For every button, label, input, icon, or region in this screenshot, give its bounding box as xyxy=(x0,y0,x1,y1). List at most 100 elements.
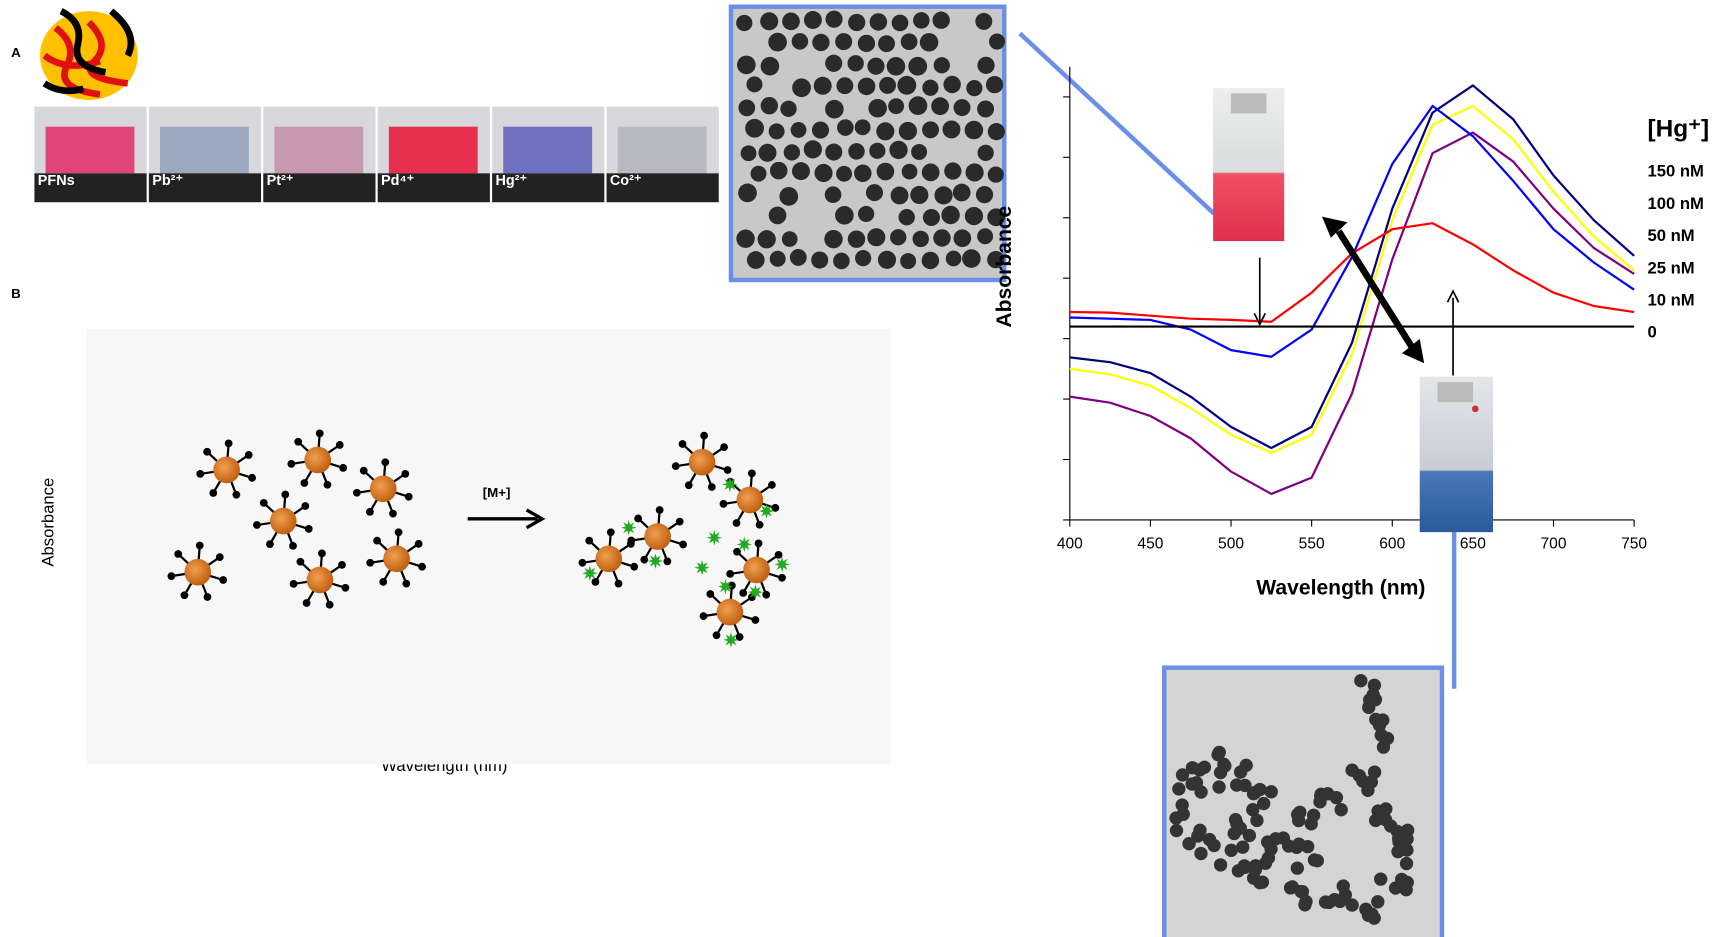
ligand-head xyxy=(232,491,240,499)
tem-particle xyxy=(879,77,896,94)
y-axis-label: Absorbance xyxy=(993,205,1016,327)
tem-particle xyxy=(769,123,785,139)
tem-particle xyxy=(825,55,842,72)
ligand-head xyxy=(656,506,664,514)
tem-particle xyxy=(977,228,993,244)
tem-particle xyxy=(858,78,876,96)
tem-particle xyxy=(933,229,950,246)
tem-particle xyxy=(1371,895,1384,908)
figure: A PFNsPb²⁺Pt²⁺Pd⁴⁺Hg²⁺Co²⁺ B Wavelength … xyxy=(0,0,1733,937)
tem-particle xyxy=(977,57,994,74)
tem-particle xyxy=(1345,898,1358,911)
tem-particle xyxy=(1353,769,1366,782)
legend-entry: 100 nM xyxy=(1647,194,1703,213)
tem-particle xyxy=(812,122,829,139)
ligand-head xyxy=(405,493,413,501)
tem-particle xyxy=(837,119,854,136)
ligand-head xyxy=(196,542,204,550)
particle xyxy=(184,559,211,586)
tem-particle xyxy=(812,34,829,51)
tem-particle xyxy=(792,78,811,97)
tem-particle xyxy=(1375,729,1388,742)
ligand-head xyxy=(762,591,770,599)
tem-particle xyxy=(836,77,853,94)
tem-particle xyxy=(1369,713,1382,726)
vial-label: Pb²⁺ xyxy=(152,173,183,189)
ligand-head xyxy=(700,432,708,440)
tem-particle xyxy=(922,163,940,181)
tem-particle xyxy=(791,122,807,138)
tem-particle xyxy=(792,162,810,180)
metal-ion xyxy=(722,477,738,493)
particle xyxy=(689,449,716,476)
x-tick-label: 750 xyxy=(1621,535,1647,552)
particle xyxy=(717,599,744,626)
tem-particle xyxy=(848,143,864,159)
tem-particle xyxy=(804,11,822,29)
particle xyxy=(383,545,410,572)
tem-particle xyxy=(922,252,939,269)
tem-particle xyxy=(1207,839,1220,852)
tem-particle xyxy=(891,187,909,205)
tem-particle xyxy=(868,99,887,118)
tem-particle xyxy=(737,56,756,75)
ligand-head xyxy=(676,518,684,526)
tem-particle xyxy=(804,140,822,158)
tem-particle xyxy=(867,228,885,246)
ligand-head xyxy=(339,464,347,472)
ligand-head xyxy=(679,440,687,448)
tem-particle xyxy=(855,250,871,266)
line-chart: 400450500550600650700750Wavelength (nm)A… xyxy=(993,67,1709,600)
ligand-head xyxy=(181,591,189,599)
tem-particle xyxy=(814,164,832,182)
tem-particle xyxy=(1212,780,1225,793)
tem-particle xyxy=(869,143,885,159)
tem-particle xyxy=(1363,693,1376,706)
tem-particle xyxy=(1335,803,1348,816)
tem-particle xyxy=(867,58,884,75)
tem-particle xyxy=(824,230,842,248)
tem-particle xyxy=(931,97,949,115)
particle xyxy=(304,447,331,474)
tem-particle xyxy=(738,99,755,116)
tem-particle xyxy=(976,186,993,203)
tem-particle xyxy=(943,76,960,93)
tem-particle xyxy=(870,13,887,30)
ligand-head xyxy=(706,590,714,598)
tem-particle xyxy=(833,253,850,270)
ligand-head xyxy=(415,540,423,548)
ligand-head xyxy=(360,467,368,475)
x-tick-label: 400 xyxy=(1057,535,1083,552)
ligand-head xyxy=(630,563,638,571)
tem-particle xyxy=(920,33,938,51)
tem-particle xyxy=(1311,854,1324,867)
ligand-head xyxy=(755,539,763,547)
tem-particle xyxy=(761,57,780,76)
legend-entry: 50 nM xyxy=(1647,226,1694,245)
ligand-head xyxy=(318,549,326,557)
tem-particle xyxy=(858,35,875,52)
vial-liquid xyxy=(618,127,707,174)
tem-particle xyxy=(1384,819,1397,832)
ligand-head xyxy=(720,500,728,508)
tem-particle xyxy=(1256,875,1269,888)
ligand-head xyxy=(708,483,716,491)
ligand-head xyxy=(324,481,332,489)
vial-label: Co²⁺ xyxy=(610,173,642,189)
tem-particle xyxy=(1238,779,1251,792)
x-tick-label: 650 xyxy=(1460,535,1486,552)
tem-particle xyxy=(770,162,788,180)
tem-particle xyxy=(908,57,927,76)
tem-particle xyxy=(1314,789,1327,802)
tem-particle xyxy=(1298,898,1311,911)
tem-particle xyxy=(836,166,852,182)
vial-liquid xyxy=(389,127,478,174)
tem-particle xyxy=(751,166,767,182)
tem-particle xyxy=(1191,829,1204,842)
tem-particle xyxy=(768,33,787,52)
tem-particle xyxy=(962,249,981,268)
connector xyxy=(1020,33,1236,233)
tem-particle xyxy=(966,80,982,96)
tem-particle xyxy=(848,55,864,71)
ligand-head xyxy=(771,504,779,512)
